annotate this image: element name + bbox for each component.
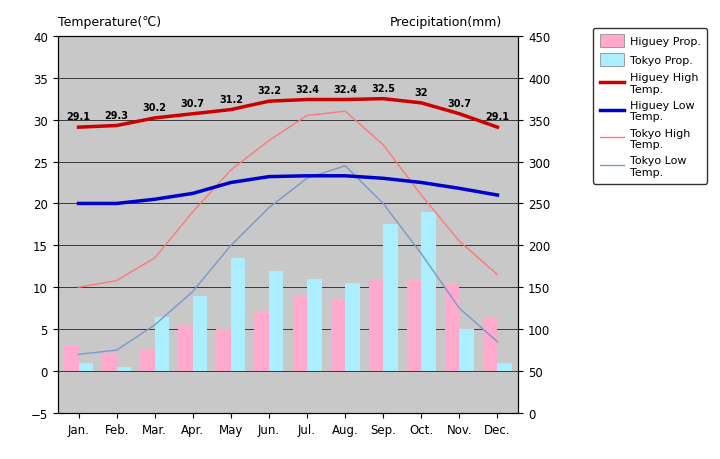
Tokyo Low
Temp.	[227, 243, 235, 249]
Tokyo High
Temp.	[150, 256, 159, 261]
Higuey High
Temp.	[74, 125, 83, 131]
Line: Higuey Low
Temp.: Higuey Low Temp.	[78, 176, 498, 204]
Bar	[269, 271, 284, 371]
Tokyo High
Temp.	[493, 272, 502, 278]
Tokyo High
Temp.	[379, 143, 387, 148]
Higuey Low
Temp.	[417, 180, 426, 186]
Higuey Low
Temp.	[150, 197, 159, 202]
Text: Precipitation(mm): Precipitation(mm)	[390, 16, 502, 29]
Text: 32.4: 32.4	[295, 84, 319, 95]
Bar	[307, 279, 322, 371]
Tokyo Low
Temp.	[189, 289, 197, 295]
Text: 32: 32	[415, 88, 428, 98]
Higuey High
Temp.	[379, 97, 387, 102]
Bar	[383, 225, 397, 371]
Higuey Low
Temp.	[302, 174, 311, 179]
Tokyo High
Temp.	[455, 239, 464, 244]
Bar	[498, 363, 512, 371]
Text: 30.2: 30.2	[143, 103, 167, 113]
Bar	[179, 325, 193, 371]
Text: Temperature(℃): Temperature(℃)	[58, 16, 161, 29]
Text: 31.2: 31.2	[219, 95, 243, 105]
Text: 32.2: 32.2	[257, 86, 281, 96]
Higuey High
Temp.	[189, 112, 197, 117]
Higuey High
Temp.	[112, 123, 121, 129]
Bar	[140, 350, 155, 371]
Tokyo Low
Temp.	[341, 163, 349, 169]
Bar	[459, 330, 474, 371]
Tokyo Low
Temp.	[265, 206, 274, 211]
Line: Tokyo High
Temp.: Tokyo High Temp.	[78, 112, 498, 288]
Text: 30.7: 30.7	[181, 99, 204, 109]
Bar	[445, 284, 459, 371]
Tokyo Low
Temp.	[74, 352, 83, 357]
Text: 29.1: 29.1	[66, 112, 91, 122]
Higuey High
Temp.	[341, 97, 349, 103]
Text: 29.1: 29.1	[485, 112, 510, 122]
Tokyo Low
Temp.	[417, 252, 426, 257]
Higuey Low
Temp.	[341, 174, 349, 179]
Higuey Low
Temp.	[74, 201, 83, 207]
Higuey High
Temp.	[265, 99, 274, 105]
Bar	[193, 296, 207, 371]
Tokyo High
Temp.	[265, 139, 274, 144]
Higuey Low
Temp.	[112, 201, 121, 207]
Higuey Low
Temp.	[455, 186, 464, 192]
Line: Higuey High
Temp.: Higuey High Temp.	[78, 100, 498, 128]
Bar	[78, 363, 93, 371]
Bar	[64, 346, 78, 371]
Bar	[330, 300, 345, 371]
Text: 32.4: 32.4	[333, 84, 357, 95]
Tokyo High
Temp.	[189, 210, 197, 215]
Tokyo High
Temp.	[112, 278, 121, 284]
Tokyo Low
Temp.	[112, 347, 121, 353]
Bar	[369, 279, 383, 371]
Bar	[345, 284, 359, 371]
Tokyo Low
Temp.	[455, 306, 464, 311]
Text: 30.7: 30.7	[447, 99, 472, 109]
Tokyo Low
Temp.	[379, 201, 387, 207]
Bar	[102, 354, 117, 371]
Line: Tokyo Low
Temp.: Tokyo Low Temp.	[78, 166, 498, 354]
Tokyo Low
Temp.	[150, 323, 159, 328]
Text: 29.3: 29.3	[104, 110, 129, 120]
Higuey High
Temp.	[150, 116, 159, 122]
Higuey High
Temp.	[417, 101, 426, 106]
Bar	[407, 279, 421, 371]
Bar	[292, 296, 307, 371]
Tokyo High
Temp.	[341, 109, 349, 115]
Bar	[254, 313, 269, 371]
Bar	[155, 317, 169, 371]
Tokyo High
Temp.	[417, 193, 426, 198]
Bar	[421, 213, 436, 371]
Higuey Low
Temp.	[227, 180, 235, 186]
Bar	[217, 330, 231, 371]
Tokyo High
Temp.	[227, 168, 235, 174]
Legend: Higuey Prop., Tokyo Prop., Higuey High
Temp., Higuey Low
Temp., Tokyo High
Temp.: Higuey Prop., Tokyo Prop., Higuey High T…	[593, 28, 707, 184]
Higuey Low
Temp.	[265, 174, 274, 180]
Tokyo High
Temp.	[302, 113, 311, 119]
Bar	[231, 258, 246, 371]
Tokyo High
Temp.	[74, 285, 83, 291]
Higuey High
Temp.	[227, 107, 235, 113]
Tokyo Low
Temp.	[302, 176, 311, 182]
Higuey Low
Temp.	[189, 191, 197, 197]
Tokyo Low
Temp.	[493, 339, 502, 345]
Higuey Low
Temp.	[493, 193, 502, 198]
Higuey Low
Temp.	[379, 176, 387, 182]
Higuey High
Temp.	[455, 112, 464, 117]
Higuey High
Temp.	[302, 97, 311, 103]
Higuey High
Temp.	[493, 125, 502, 131]
Bar	[483, 317, 498, 371]
Bar	[117, 367, 131, 371]
Text: 32.5: 32.5	[372, 84, 395, 94]
